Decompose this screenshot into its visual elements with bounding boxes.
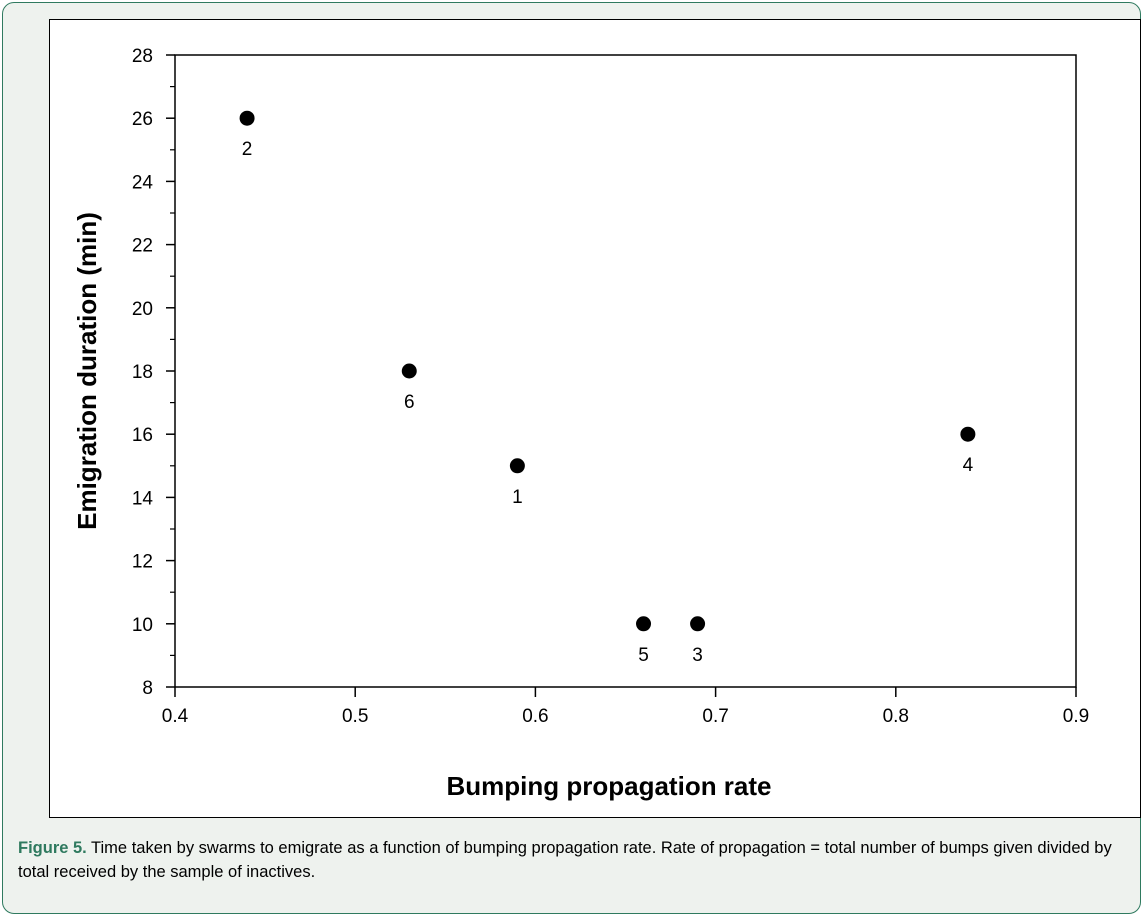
y-axis: 8 10 12 14 16 18 20 22 24 26 28 xyxy=(132,46,175,699)
data-point xyxy=(636,616,652,632)
x-tick-label: 0.9 xyxy=(1063,706,1089,727)
data-point-label: 3 xyxy=(692,645,703,666)
y-tick-label: 28 xyxy=(132,46,153,67)
y-tick-label: 16 xyxy=(132,425,153,446)
y-tick-label: 8 xyxy=(142,678,153,699)
y-tick-label: 26 xyxy=(132,109,153,130)
x-tick-label: 0.6 xyxy=(522,706,548,727)
y-tick-label: 12 xyxy=(132,552,153,573)
y-tick-label: 18 xyxy=(132,362,153,383)
y-tick-label: 20 xyxy=(132,299,153,320)
figure-caption: Figure 5. Time taken by swarms to emigra… xyxy=(18,836,1128,884)
data-point xyxy=(690,616,706,632)
x-axis: 0.4 0.5 0.6 0.7 0.8 0.9 xyxy=(162,687,1089,727)
data-point xyxy=(401,363,417,379)
y-tick-label: 10 xyxy=(132,615,153,636)
y-tick-label: 22 xyxy=(132,236,153,257)
plot-area xyxy=(174,54,1077,688)
data-point xyxy=(509,458,525,474)
data-point-label: 5 xyxy=(638,645,649,666)
data-point-label: 6 xyxy=(404,392,415,413)
plot-panel xyxy=(49,19,1141,818)
caption-text: Time taken by swarms to emigrate as a fu… xyxy=(18,839,1112,881)
data-point-label: 2 xyxy=(242,139,253,160)
x-tick-label: 0.8 xyxy=(883,706,909,727)
x-tick-label: 0.5 xyxy=(342,706,368,727)
y-axis-label: Emigration duration (min) xyxy=(72,212,102,530)
caption-label: Figure 5. xyxy=(18,839,87,857)
x-tick-label: 0.7 xyxy=(702,706,728,727)
data-points: 1 2 3 4 5 6 xyxy=(239,110,976,666)
data-point xyxy=(960,426,976,442)
data-point-label: 1 xyxy=(512,487,523,508)
data-point xyxy=(239,110,255,126)
x-axis-label: Bumping propagation rate xyxy=(447,771,772,801)
y-tick-label: 14 xyxy=(132,488,154,509)
y-tick-label: 24 xyxy=(132,172,154,193)
x-tick-label: 0.4 xyxy=(162,706,189,727)
data-point-label: 4 xyxy=(963,455,974,476)
